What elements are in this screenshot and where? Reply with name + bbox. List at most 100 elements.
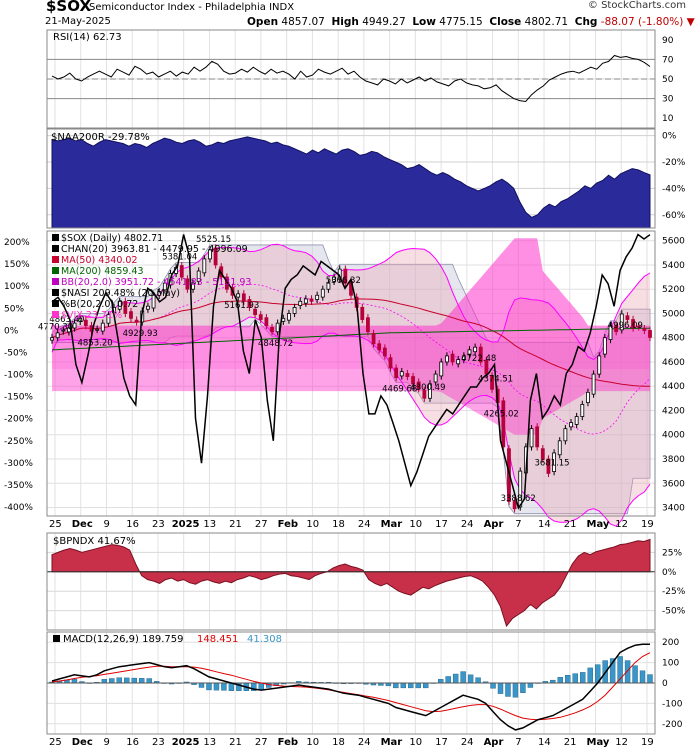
macd-histogram-bar — [565, 675, 571, 684]
macd-tick-label: -200 — [662, 720, 683, 730]
price-candle — [134, 316, 139, 326]
price-candle — [343, 265, 348, 287]
price-candle — [631, 315, 635, 332]
price-candle — [287, 309, 291, 324]
price-candle — [320, 285, 325, 301]
legend-swatch — [52, 245, 59, 252]
price-annotation: 4863.40 — [49, 315, 84, 325]
ma200-line — [51, 327, 651, 351]
price-candle — [428, 380, 432, 402]
symbol: $SOX — [46, 0, 92, 15]
change-value: -88.07 (-1.80%) — [600, 16, 684, 28]
x-axis-label-bottom: 27 — [255, 737, 268, 748]
price-tick-label: 5000 — [662, 309, 685, 319]
macd-histogram-bar — [258, 682, 264, 691]
macd-legend-item: MACD(12,26,9) 189.759 — [63, 634, 183, 645]
ma50-line — [51, 298, 651, 387]
price-candle — [196, 267, 201, 285]
nasi-tick-label: 100% — [4, 282, 30, 292]
price-candle — [512, 497, 517, 513]
x-axis-label-bottom: Feb — [278, 737, 298, 748]
x-axis-label-bottom: 14 — [538, 737, 551, 748]
macd-histogram-bar — [647, 674, 653, 684]
macd-histogram-bar — [512, 682, 519, 698]
price-candle — [95, 325, 100, 334]
nasi-tick-label: -100% — [4, 371, 33, 381]
ohlc-summary: Open 4857.07 High 4949.27 Low 4775.15 Cl… — [247, 16, 695, 28]
price-candle — [162, 279, 167, 294]
price-candle — [405, 369, 410, 381]
price-annotation: 3388.62 — [501, 494, 536, 504]
price-candle — [179, 261, 184, 281]
price-legend-item: MA(50) 4340.02 — [61, 255, 138, 266]
macd-histogram-bar — [146, 678, 152, 684]
price-candle — [185, 275, 190, 293]
x-axis-label: 18 — [332, 519, 345, 530]
price-candle — [602, 334, 607, 358]
high-value: 4949.27 — [362, 16, 406, 28]
price-candle — [529, 425, 534, 451]
rsi-tick-label: 90 — [662, 36, 674, 46]
macd-histogram-bar — [415, 682, 421, 689]
rsi-tick-label: 10 — [662, 114, 674, 124]
price-candle — [332, 273, 336, 285]
price-legend-item: CHAN(20) 3963.81 - 4479.95 - 4996.09 — [61, 244, 248, 255]
macd-histogram-bar — [475, 677, 481, 684]
price-tick-label: 3600 — [662, 479, 685, 489]
x-axis-label: 10 — [409, 519, 422, 530]
nasi-tick-label: -200% — [4, 415, 33, 425]
x-axis-label: 10 — [306, 519, 319, 530]
naa-tick-label: -20% — [662, 158, 686, 168]
price-candle — [202, 255, 207, 277]
x-axis-label-bottom: 21 — [229, 737, 242, 748]
price-candle — [303, 295, 308, 307]
price-candle — [241, 290, 246, 305]
price-annotation: 5366.32 — [326, 276, 361, 286]
x-axis-label-bottom: 17 — [435, 737, 448, 748]
rsi-tick-label: 50 — [662, 75, 674, 85]
bpndx-panel — [46, 532, 656, 631]
price-candle — [106, 311, 111, 327]
x-axis-label: 12 — [615, 519, 628, 530]
x-axis-label: 7 — [515, 519, 521, 530]
x-axis-label-bottom: 10 — [409, 737, 422, 748]
index-name: Semiconductor Index - Philadelphia INDX — [89, 2, 295, 13]
macd-histogram-bar — [213, 682, 220, 691]
price-tick-label: 5200 — [662, 285, 685, 295]
price-candle — [394, 364, 399, 382]
x-axis-label-bottom: 9 — [103, 737, 109, 748]
price-candle — [78, 314, 83, 325]
rsi-line — [51, 54, 651, 103]
naa-area — [51, 136, 651, 229]
price-candle — [580, 400, 585, 421]
macd-histogram-bar — [206, 682, 212, 691]
macd-histogram-bar — [408, 682, 414, 689]
macd-histogram-bar — [632, 665, 638, 684]
x-axis-label: 24 — [461, 519, 474, 530]
vix-area-lower — [52, 369, 650, 435]
price-candle — [151, 291, 156, 312]
rsi-tick-label: 30 — [662, 95, 674, 105]
macd-histogram-bar — [452, 673, 459, 684]
price-annotation: 5525.15 — [196, 235, 231, 245]
price-candle — [213, 244, 218, 269]
rsi-panel — [46, 29, 656, 129]
price-tick-label: 3800 — [662, 455, 685, 465]
x-axis-label: 21 — [564, 519, 577, 530]
price-candle — [422, 386, 427, 402]
price-tick-label: 4200 — [662, 406, 685, 416]
price-candle — [258, 311, 263, 324]
macd-histogram-bar — [580, 672, 586, 684]
macd-line — [51, 643, 651, 731]
price-annotation: 4929.93 — [123, 329, 158, 339]
site-watermark: © StockCharts.com — [587, 0, 686, 11]
nasi-tick-label: 150% — [4, 260, 30, 270]
price-candle — [490, 372, 494, 393]
x-axis-label: Feb — [278, 519, 298, 530]
price-candle — [309, 295, 314, 305]
bpndx-tick-label: 0% — [662, 568, 677, 578]
macd-histogram-bar — [460, 671, 466, 684]
naa-panel — [46, 128, 656, 229]
naa-tick-label: 0% — [662, 132, 677, 142]
